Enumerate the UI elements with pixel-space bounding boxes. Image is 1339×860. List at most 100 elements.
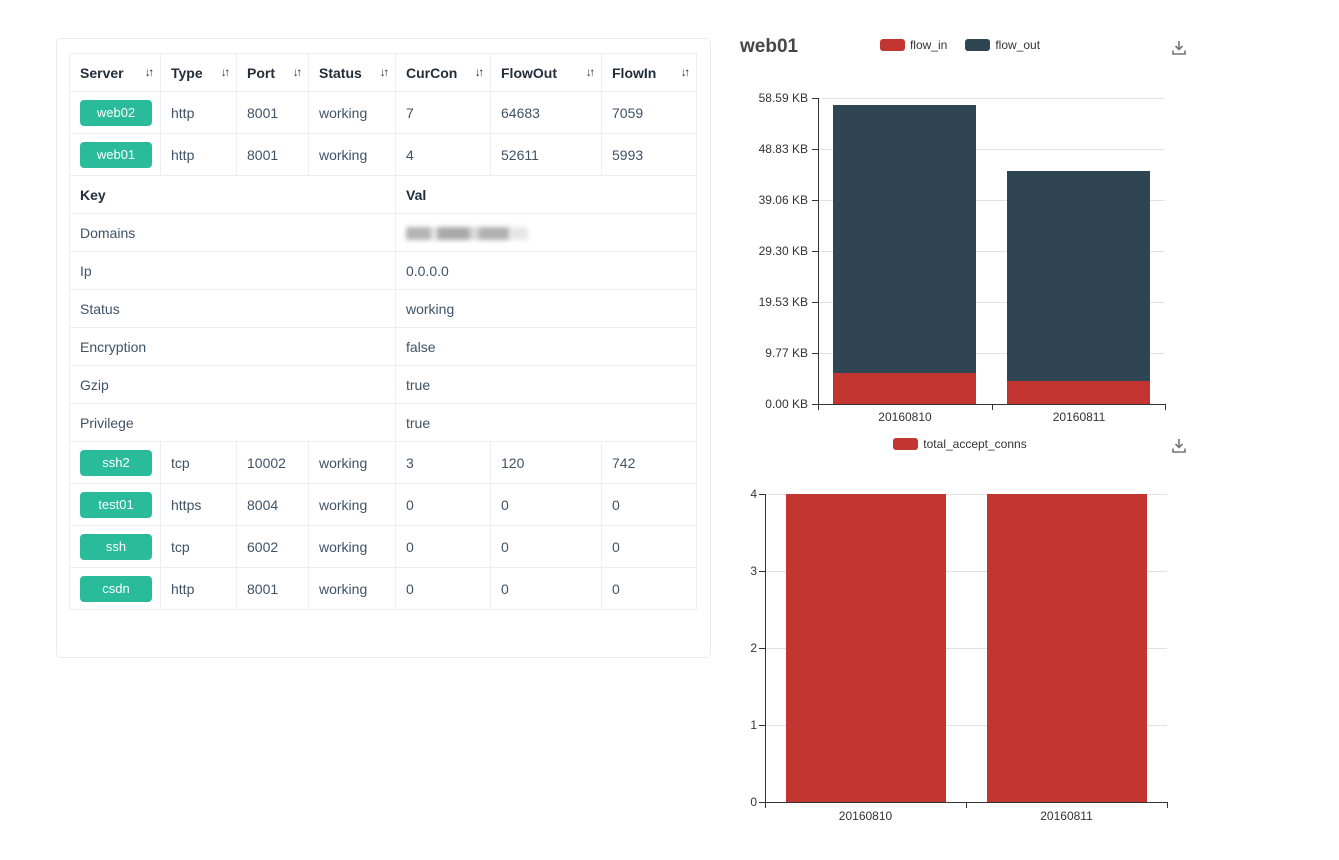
port-cell: 8001 xyxy=(236,133,309,176)
sort-icon: ↓↑ xyxy=(293,66,302,79)
status-cell: working xyxy=(308,441,396,484)
y-axis-tick xyxy=(759,571,765,572)
server-button-csdn[interactable]: csdn xyxy=(80,575,152,602)
y-gridline xyxy=(766,571,1167,572)
detail-val-cell: true xyxy=(395,365,697,404)
status-cell: working xyxy=(308,567,396,610)
column-header-label: Status xyxy=(319,64,362,81)
server-cell: csdn xyxy=(69,567,161,610)
y-axis-line xyxy=(818,98,819,404)
y-axis-label: 0.00 KB xyxy=(765,397,808,411)
table-row: test01 https 8004 working 0 0 0 xyxy=(69,483,697,526)
servers-panel: Server ↓↑ Type ↓↑ Port ↓↑ Status ↓↑ CurCon ↓↑ Flow… xyxy=(56,38,711,658)
column-header-type[interactable]: Type ↓↑ xyxy=(160,53,237,92)
legend-swatch xyxy=(965,39,991,51)
y-gridline xyxy=(766,494,1167,495)
redacted-value-blur xyxy=(406,227,528,241)
server-button-ssh2[interactable]: ssh2 xyxy=(80,449,152,476)
detail-row: Privilege true xyxy=(69,403,697,442)
type-cell: http xyxy=(160,567,237,610)
server-cell: web02 xyxy=(69,91,161,134)
detail-key-cell: Privilege xyxy=(69,403,396,442)
bar-flow_out-20160811 xyxy=(1007,171,1150,381)
column-header-label: FlowIn xyxy=(612,64,657,81)
y-axis-tick xyxy=(812,200,818,201)
type-cell: http xyxy=(160,91,237,134)
server-button-ssh[interactable]: ssh xyxy=(80,533,152,560)
y-gridline xyxy=(766,648,1167,649)
legend-item-flow_out[interactable]: flow_out xyxy=(965,38,1040,52)
y-axis-label: 0 xyxy=(750,795,757,809)
y-gridline xyxy=(819,98,1165,99)
bar-total_accept_conns-20160810 xyxy=(786,494,946,802)
y-axis-label: 48.83 KB xyxy=(758,142,808,156)
flowout-cell: 52611 xyxy=(490,133,602,176)
flowout-cell: 0 xyxy=(490,525,602,568)
detail-key-cell: Domains xyxy=(69,213,396,252)
sort-icon: ↓↑ xyxy=(380,66,389,79)
column-header-curcon[interactable]: CurCon ↓↑ xyxy=(395,53,491,92)
legend-label: flow_out xyxy=(995,38,1041,52)
port-cell: 8001 xyxy=(236,91,309,134)
y-axis-label: 4 xyxy=(750,487,757,501)
y-gridline xyxy=(766,725,1167,726)
column-header-label: Port xyxy=(247,64,275,81)
type-cell: tcp xyxy=(160,525,237,568)
port-cell: 6002 xyxy=(236,525,309,568)
detail-val-cell: false xyxy=(395,327,697,366)
save-as-image-icon[interactable] xyxy=(1168,38,1190,60)
y-gridline xyxy=(819,251,1165,252)
server-button-web02[interactable]: web02 xyxy=(80,99,152,126)
table-row: csdn http 8001 working 0 0 0 xyxy=(69,567,697,610)
column-header-label: Server xyxy=(80,64,124,81)
x-axis-label: 20160811 xyxy=(1040,809,1093,823)
column-header-flowout[interactable]: FlowOut ↓↑ xyxy=(490,53,602,92)
x-axis-tick xyxy=(1165,404,1166,410)
legend-label: flow_in xyxy=(909,38,948,52)
server-button-test01[interactable]: test01 xyxy=(80,491,152,518)
flowin-cell: 742 xyxy=(601,441,697,484)
flowin-cell: 7059 xyxy=(601,91,697,134)
y-axis-tick xyxy=(759,802,765,803)
y-axis-label: 19.53 KB xyxy=(758,295,808,309)
column-header-label: FlowOut xyxy=(501,64,557,81)
y-axis-tick xyxy=(812,251,818,252)
detail-header-row: Key Val xyxy=(69,175,697,214)
chart-legend: total_accept_conns xyxy=(730,436,1190,452)
column-header-flowin[interactable]: FlowIn ↓↑ xyxy=(601,53,697,92)
y-axis-label: 3 xyxy=(750,564,757,578)
y-gridline xyxy=(819,302,1165,303)
status-cell: working xyxy=(308,133,396,176)
y-axis-label: 29.30 KB xyxy=(758,244,808,258)
x-axis-tick xyxy=(765,802,766,808)
table-row: web01 http 8001 working 4 52611 5993 xyxy=(69,133,697,176)
server-cell: ssh xyxy=(69,525,161,568)
bar-flow_out-20160810 xyxy=(833,105,976,373)
status-cell: working xyxy=(308,525,396,568)
x-axis-tick xyxy=(966,802,967,808)
y-axis-tick xyxy=(812,149,818,150)
legend-swatch xyxy=(879,39,905,51)
chart-title: web01 xyxy=(740,36,799,57)
server-button-web01[interactable]: web01 xyxy=(80,141,152,168)
save-as-image-icon[interactable] xyxy=(1168,436,1190,458)
curcon-cell: 3 xyxy=(395,441,491,484)
detail-row: Status working xyxy=(69,289,697,328)
y-axis-tick xyxy=(759,648,765,649)
chart-legend: flow_in flow_out xyxy=(730,37,1190,53)
legend-item-total_accept_conns[interactable]: total_accept_conns xyxy=(893,437,1027,451)
y-axis-tick xyxy=(812,302,818,303)
flowin-cell: 0 xyxy=(601,567,697,610)
flowout-cell: 0 xyxy=(490,483,602,526)
x-axis-label: 20160810 xyxy=(878,410,932,424)
x-axis-label: 20160811 xyxy=(1052,410,1106,424)
server-cell: test01 xyxy=(69,483,161,526)
bar-flow_in-20160811 xyxy=(1007,381,1150,404)
curcon-cell: 0 xyxy=(395,483,491,526)
legend-item-flow_in[interactable]: flow_in xyxy=(879,38,948,52)
column-header-status[interactable]: Status ↓↑ xyxy=(308,53,396,92)
x-axis-line xyxy=(818,404,1165,405)
flowin-cell: 5993 xyxy=(601,133,697,176)
